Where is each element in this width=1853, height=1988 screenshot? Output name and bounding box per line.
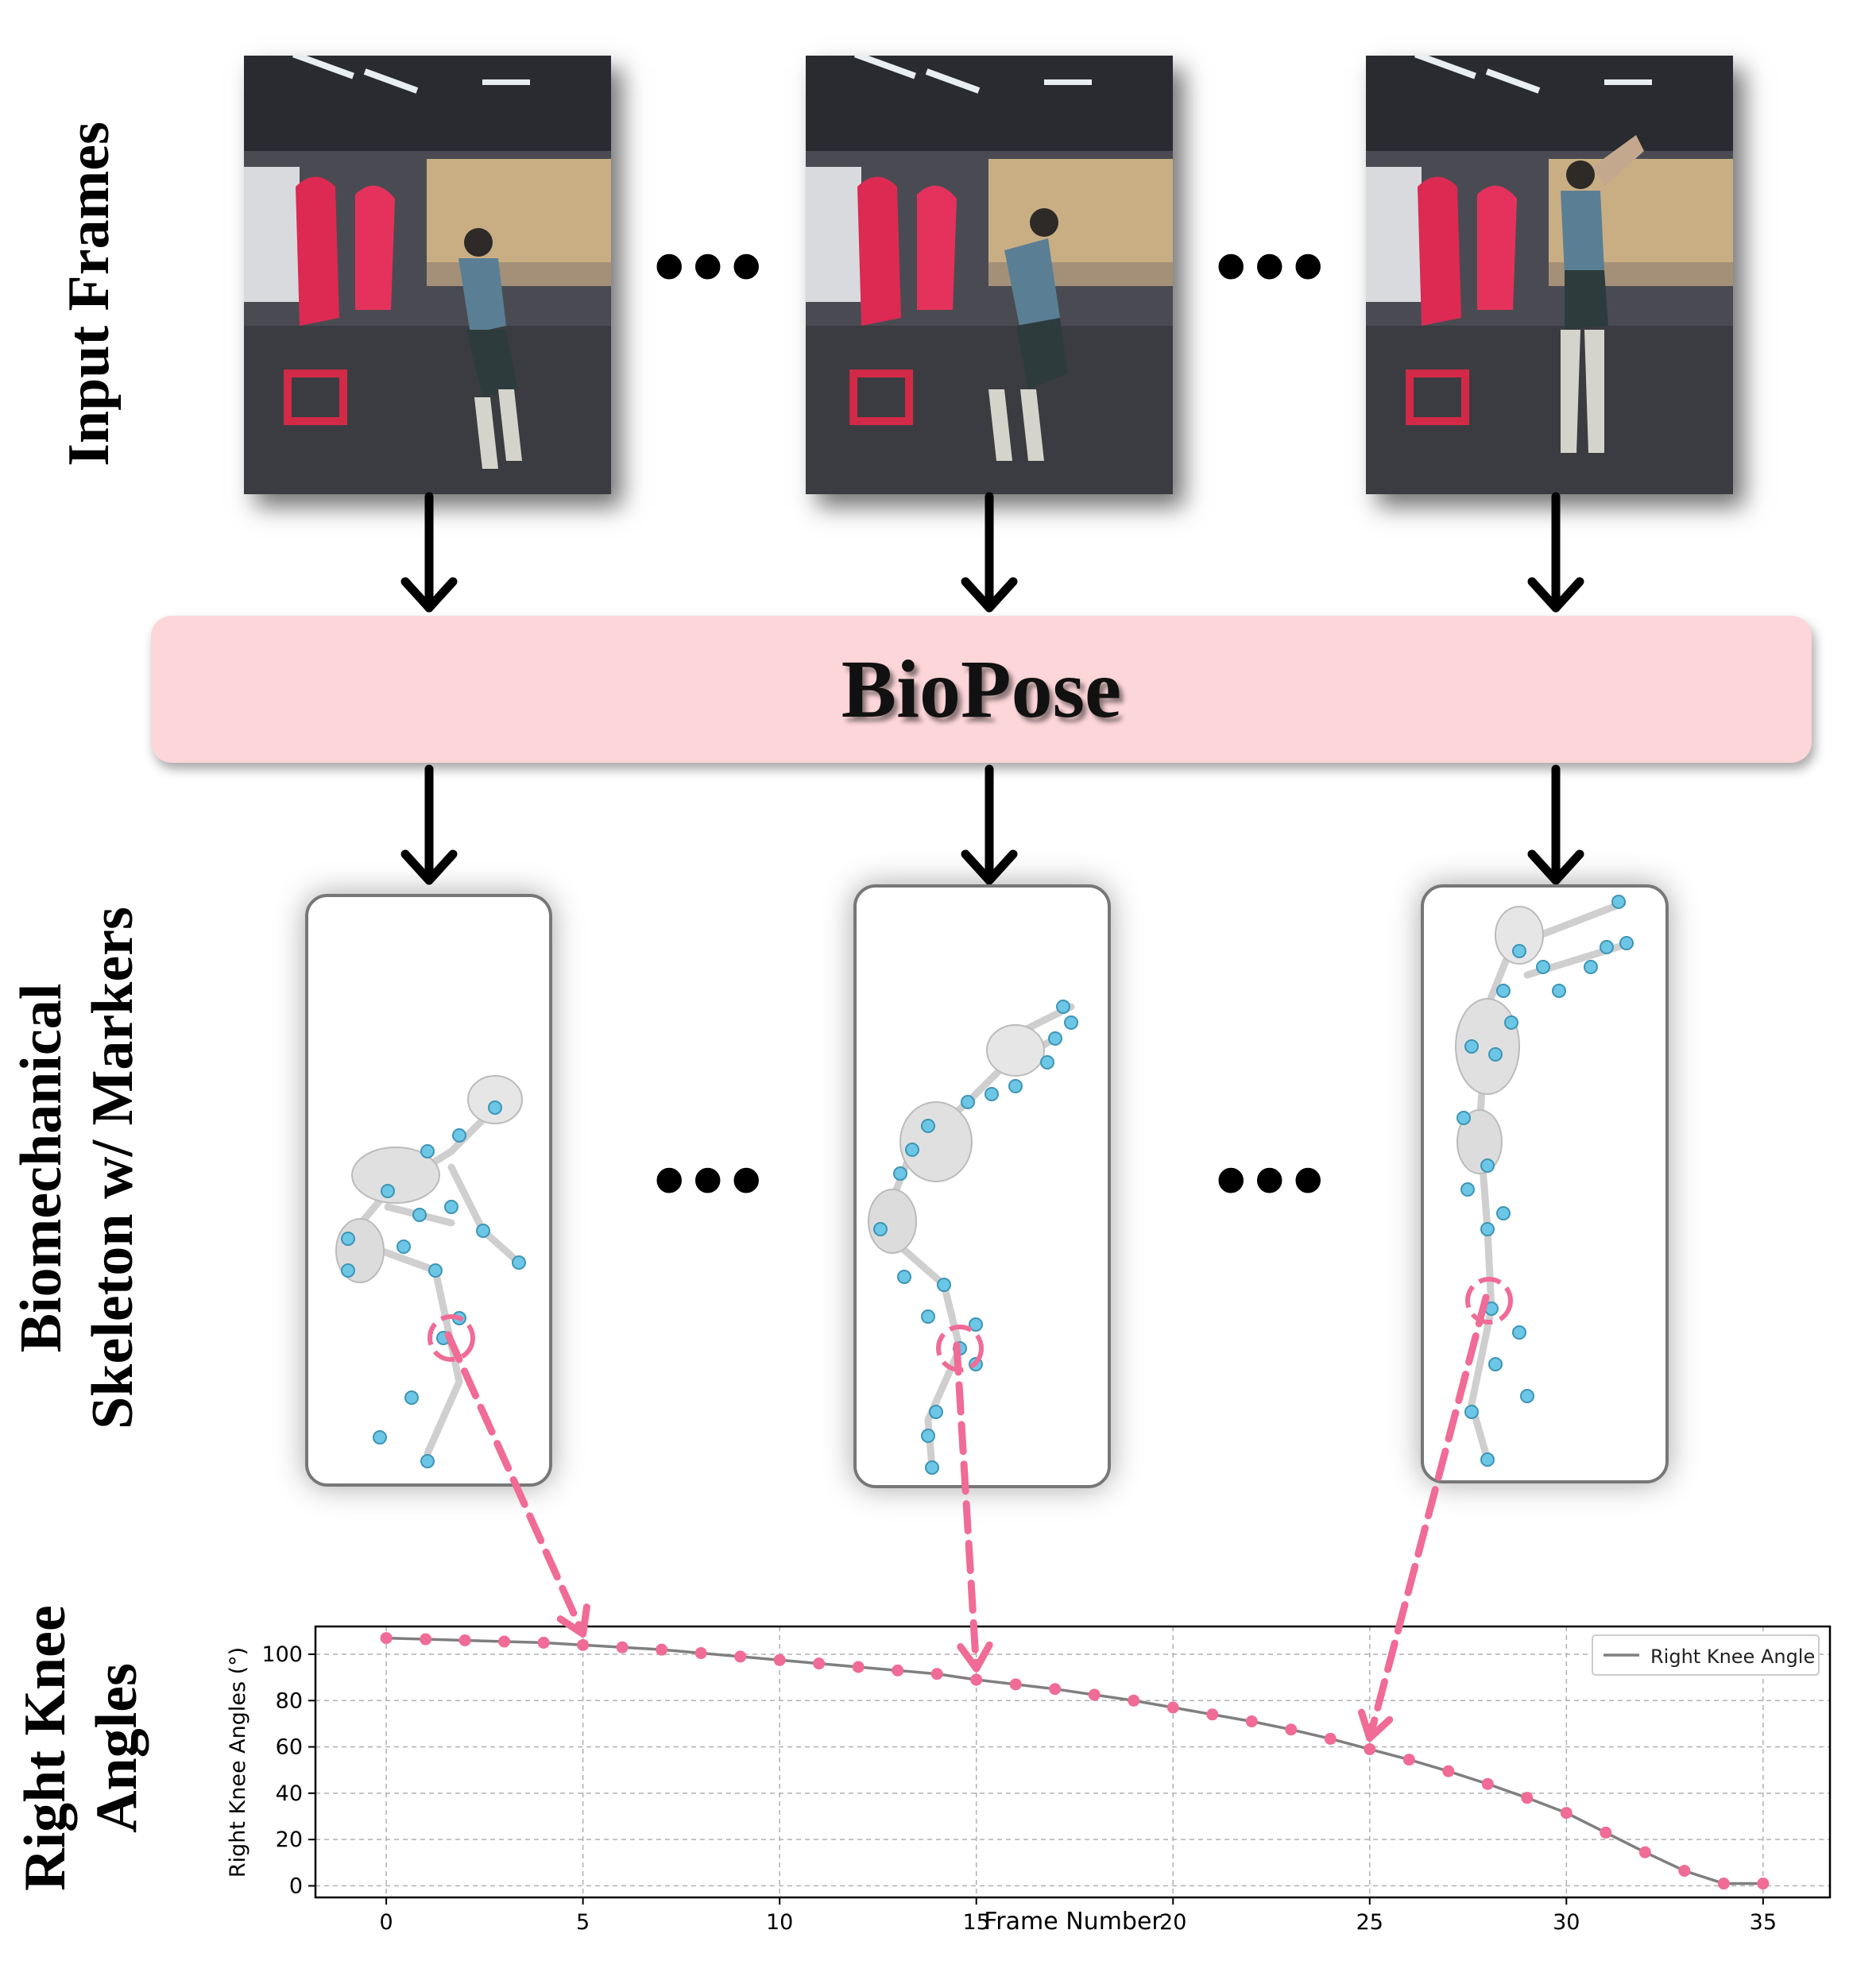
pointer-arrow-1 <box>444 1331 587 1638</box>
chart-ytick-label: 80 <box>276 1688 303 1713</box>
chart-point-8 <box>694 1647 707 1660</box>
chart-point-26 <box>1402 1754 1415 1766</box>
skeleton-card-2 <box>853 884 1111 1488</box>
chart-point-25 <box>1364 1742 1376 1755</box>
chart-point-27 <box>1442 1765 1455 1777</box>
chart-xtick-label: 5 <box>576 1910 590 1935</box>
chart-xtick-label: 20 <box>1159 1910 1186 1935</box>
chart-point-12 <box>852 1661 865 1673</box>
chart-xtick-label: 0 <box>380 1910 393 1935</box>
chart-point-7 <box>656 1643 668 1656</box>
input-frame-2 <box>806 56 1173 494</box>
chart-ytick-label: 100 <box>261 1642 303 1667</box>
chart-ticks: 0 5 10 15 20 25 30 35 0 20 40 60 80 100 <box>261 1642 1777 1935</box>
chart-point-34 <box>1717 1878 1730 1890</box>
ellipsis-top-2: ••• <box>1216 217 1332 315</box>
chart-plot-area <box>314 1625 1832 1899</box>
pointer-arrow-2 <box>953 1341 981 1673</box>
chart-point-5 <box>577 1638 590 1651</box>
chart-point-33 <box>1678 1864 1691 1877</box>
chart-grid <box>315 1626 1830 1897</box>
chart-xtick-label: 30 <box>1553 1910 1580 1935</box>
chart-series-line <box>386 1636 1763 1886</box>
pointer-arrows <box>444 1294 1490 1742</box>
chart-legend-label: Right Knee Angle <box>1650 1646 1815 1668</box>
input-frame-3 <box>1366 56 1733 494</box>
chart-point-14 <box>930 1668 943 1681</box>
chart-point-28 <box>1481 1777 1494 1790</box>
chart-point-15 <box>970 1673 983 1686</box>
pointer-arrowhead-3 <box>1357 1708 1394 1742</box>
pointer-arrowhead-2 <box>957 1641 993 1673</box>
chart-point-0 <box>380 1632 393 1645</box>
chart-point-17 <box>1049 1683 1062 1696</box>
chart-point-29 <box>1521 1792 1534 1804</box>
chart-legend: Right Knee Angle <box>1592 1634 1820 1676</box>
chart-ylabel: Right Knee Angles (°) <box>226 1647 250 1878</box>
chart-point-23 <box>1285 1723 1298 1736</box>
chart-point-10 <box>773 1653 786 1666</box>
chart-points <box>380 1632 1770 1890</box>
chart-point-19 <box>1128 1694 1140 1707</box>
chart-point-1 <box>420 1633 432 1646</box>
chart-point-11 <box>813 1657 826 1670</box>
chart-point-24 <box>1324 1732 1337 1745</box>
chart-xtick-label: 25 <box>1356 1910 1383 1935</box>
chart-ytick-label: 20 <box>276 1827 303 1852</box>
chart-xtick-label: 35 <box>1750 1910 1777 1935</box>
biopose-model-box: BioPose <box>151 616 1812 763</box>
pointer-arrowhead-1 <box>556 1603 590 1638</box>
chart-point-3 <box>498 1635 511 1648</box>
skeleton-card-1 <box>305 894 552 1487</box>
chart-ytick-label: 60 <box>276 1735 303 1760</box>
chart-ytick-label: 0 <box>289 1874 303 1898</box>
chart-ytick-label: 40 <box>276 1781 303 1806</box>
chart-point-6 <box>616 1641 629 1653</box>
chart-point-2 <box>458 1634 471 1646</box>
ellipsis-top-1: ••• <box>654 217 770 315</box>
chart-point-35 <box>1757 1878 1770 1890</box>
chart-xlabel: Frame Number <box>984 1908 1162 1936</box>
chart-point-4 <box>537 1636 550 1649</box>
chart-point-21 <box>1206 1708 1219 1721</box>
chart-point-9 <box>734 1650 747 1663</box>
ellipsis-mid-2: ••• <box>1216 1131 1332 1228</box>
ellipsis-mid-1: ••• <box>654 1131 770 1228</box>
chart-point-22 <box>1245 1715 1258 1727</box>
pointer-arrow-3 <box>1366 1294 1490 1742</box>
chart-point-31 <box>1600 1826 1612 1839</box>
chart-xtick-label: 15 <box>963 1910 990 1935</box>
chart-xtick-label: 10 <box>766 1910 793 1935</box>
input-frame-1 <box>244 56 611 494</box>
chart-point-30 <box>1560 1807 1573 1820</box>
chart-point-13 <box>892 1664 904 1677</box>
chart-point-18 <box>1088 1688 1101 1701</box>
chart-point-20 <box>1166 1701 1179 1714</box>
biopose-title: BioPose <box>841 644 1122 735</box>
chart-point-32 <box>1638 1846 1651 1858</box>
chart-point-16 <box>1009 1678 1022 1691</box>
